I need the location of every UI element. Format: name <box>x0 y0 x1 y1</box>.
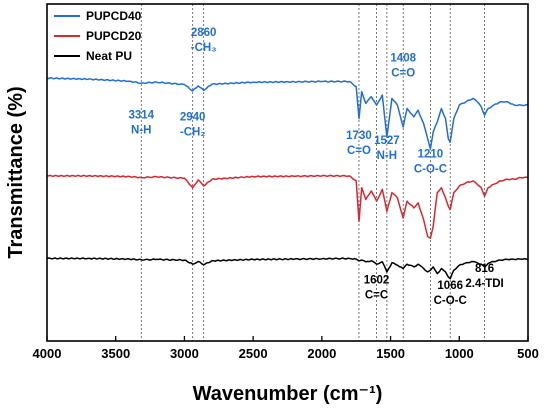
x-tick-label-4000: 4000 <box>33 346 62 361</box>
x-tick-label-2000: 2000 <box>307 346 336 361</box>
x-tick-label-3000: 3000 <box>170 346 199 361</box>
annotation-a816: 816 2.4-TDI <box>465 263 503 290</box>
annotation-text-a1602-0: 1602 <box>364 275 390 287</box>
annotation-a1602: 1602 C=C <box>364 275 390 302</box>
annotation-text-a1730-1: C=O <box>347 145 371 157</box>
x-axis-ticks: 4000 3500 3000 2500 2000 1500 1000 500 <box>33 336 539 361</box>
annotation-text-a1210-1: C-O-C <box>414 163 447 175</box>
annotation-text-a1602-1: C=C <box>365 290 388 302</box>
series-line-neat-pu <box>46 257 528 280</box>
x-tick-label-2500: 2500 <box>239 346 268 361</box>
peak-annotations: 3314N-H2940-CH₂2860-CH₃1730C=O1527N-H140… <box>128 27 503 307</box>
annotation-text-a3314-1: N-H <box>131 125 151 137</box>
annotation-text-a2940-1: -CH₂ <box>180 126 206 138</box>
spectra <box>46 77 529 280</box>
annotation-text-a1730-0: 1730 <box>346 130 372 142</box>
x-tick-label-1000: 1000 <box>445 346 474 361</box>
annotation-a2940: 2940 -CH₂ <box>180 111 206 138</box>
annotation-text-a816-0: 816 <box>475 263 494 275</box>
annotation-text-a1527-0: 1527 <box>374 135 400 147</box>
annotation-text-a2860-1: -CH₃ <box>191 42 217 54</box>
annotation-a2860: 2860 -CH₃ <box>191 27 217 54</box>
y-axis-title: Transmittance (%) <box>5 86 27 258</box>
annotation-a1527: 1527 N-H <box>374 135 400 162</box>
series-line-pupcd40 <box>46 77 529 150</box>
annotation-text-a1408-0: 1408 <box>390 52 416 64</box>
annotation-a1730: 1730 C=O <box>346 130 372 157</box>
annotation-a1066: 1066 C-O-C <box>434 280 467 307</box>
annotation-text-a3314-0: 3314 <box>128 110 154 122</box>
reference-lines <box>140 4 485 341</box>
annotation-text-a1527-1: N-H <box>377 150 397 162</box>
annotation-text-a816-1: 2.4-TDI <box>465 278 503 290</box>
annotation-a1210: 1210 C-O-C <box>414 148 447 175</box>
legend-label-pupcd20: PUPCD20 <box>86 29 142 43</box>
legend: PUPCD40 PUPCD20 Neat PU <box>54 9 142 63</box>
legend-label-neat-pu: Neat PU <box>86 49 132 63</box>
annotation-text-a1210-0: 1210 <box>418 148 444 160</box>
annotation-a1408: 1408 C=O <box>390 52 416 79</box>
series-line-pupcd20 <box>47 174 529 239</box>
annotation-text-a1408-1: C=O <box>391 67 415 79</box>
legend-label-pupcd40: PUPCD40 <box>86 9 142 23</box>
x-tick-label-500: 500 <box>517 346 539 361</box>
x-axis-title: Wavenumber (cm⁻¹) <box>193 383 383 405</box>
plot-frame <box>46 3 529 342</box>
x-tick-label-3500: 3500 <box>101 346 130 361</box>
annotation-text-a1066-0: 1066 <box>437 280 463 292</box>
annotation-text-a2940-0: 2940 <box>180 111 206 123</box>
annotation-a3314: 3314 N-H <box>128 110 154 137</box>
x-tick-label-1500: 1500 <box>376 346 405 361</box>
annotation-text-a2860-0: 2860 <box>191 27 217 39</box>
annotation-text-a1066-1: C-O-C <box>434 295 467 307</box>
